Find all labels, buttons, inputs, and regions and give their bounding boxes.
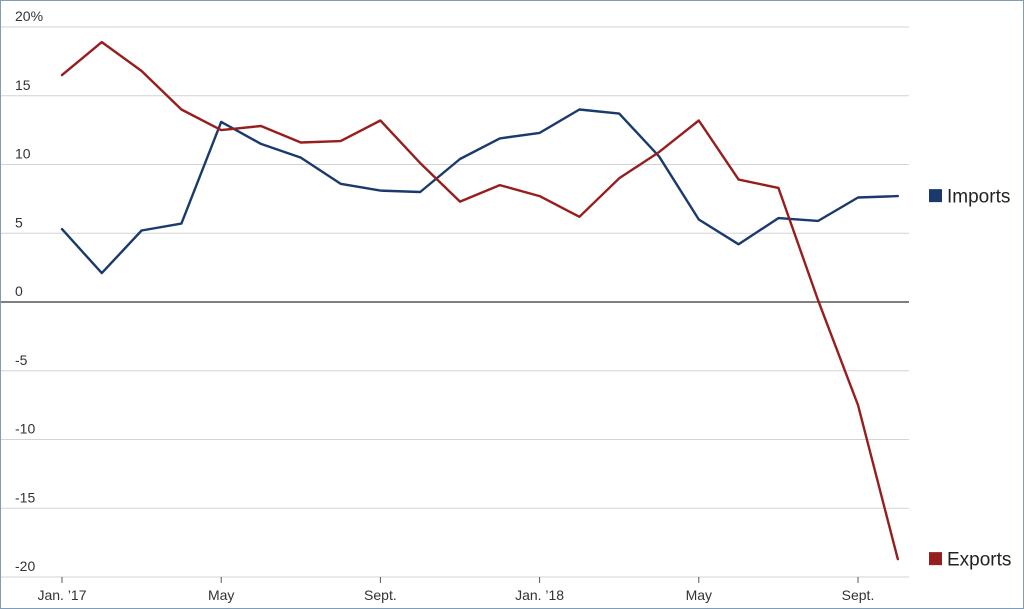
y-axis-ticks: 20% 15 10 5 0 -5 -10 -15 -20: [15, 8, 43, 574]
y-tick-label: -15: [15, 489, 35, 505]
exports-legend-label: Exports: [947, 550, 1011, 571]
imports-legend-label: Imports: [947, 187, 1010, 208]
y-tick-label: 20%: [15, 8, 43, 24]
x-tick-label: May: [686, 587, 712, 603]
imports-line: [60, 108, 899, 275]
x-tick-label: May: [208, 587, 234, 603]
y-tick-label: 15: [15, 77, 31, 93]
imports-legend-swatch: [929, 189, 942, 203]
y-tick-label: 0: [15, 283, 23, 299]
x-tick-label: Jan. ’18: [515, 587, 564, 603]
y-tick-label: 5: [15, 214, 23, 230]
gridlines: [1, 26, 909, 578]
exports-line: [60, 40, 899, 561]
x-axis-ticks: Jan. ’17 May Sept. Jan. ’18 May Sept.: [37, 577, 874, 603]
y-tick-label: -20: [15, 558, 35, 574]
x-tick-label: Jan. ’17: [37, 587, 86, 603]
y-tick-label: 10: [15, 146, 31, 162]
series-lines: [60, 40, 899, 561]
x-tick-label: Sept.: [364, 587, 397, 603]
y-tick-label: -10: [15, 421, 35, 437]
x-tick-label: Sept.: [842, 587, 875, 603]
exports-legend-swatch: [929, 552, 942, 566]
y-tick-label: -5: [15, 352, 28, 368]
legend: Imports Exports: [929, 187, 1011, 571]
